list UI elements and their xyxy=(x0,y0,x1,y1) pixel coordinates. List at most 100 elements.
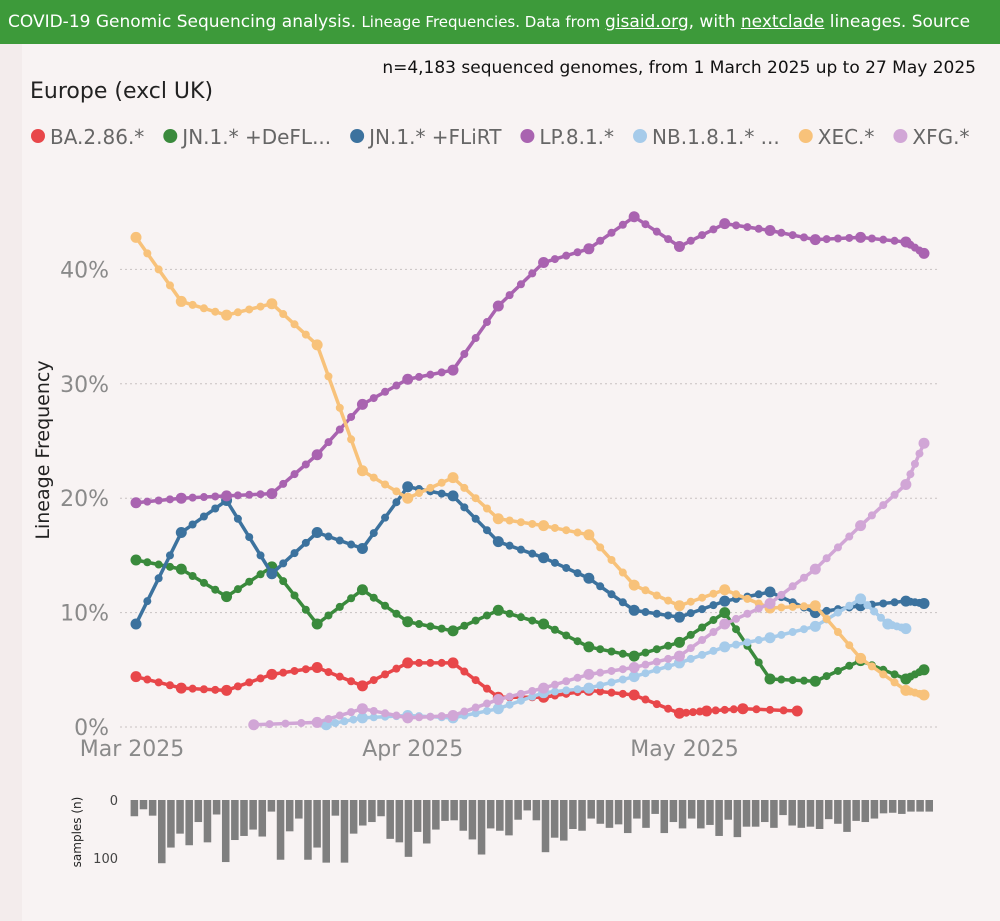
line-dot xyxy=(870,607,879,616)
legend-marker xyxy=(633,129,648,143)
sample-bar xyxy=(304,800,312,860)
line-dot xyxy=(154,678,163,687)
data-point xyxy=(673,600,685,612)
data-point xyxy=(583,572,595,584)
chart-legend: BA.2.86.* JN.1.* +DeFL... JN.1.* +FLiRT LP.… xyxy=(31,125,969,149)
line-dot xyxy=(732,614,741,623)
line-dot xyxy=(833,234,842,243)
line-dot xyxy=(618,675,627,684)
line-dot xyxy=(335,403,344,412)
line-dot xyxy=(682,708,691,717)
line-dot xyxy=(347,435,356,444)
sample-bar xyxy=(806,800,815,827)
data-point xyxy=(583,243,595,255)
line-dot xyxy=(290,470,299,479)
line-dot xyxy=(471,616,480,625)
nextclade-link[interactable]: nextclade xyxy=(740,12,825,32)
line-dot xyxy=(347,708,356,717)
sample-bar xyxy=(843,800,851,832)
line-dot xyxy=(392,381,401,390)
line-dot xyxy=(641,669,650,678)
line-dot xyxy=(415,620,424,629)
line-dot xyxy=(415,489,424,498)
line-dot xyxy=(550,523,559,532)
line-dot xyxy=(777,590,786,599)
data-point xyxy=(447,472,459,484)
line-dot xyxy=(799,573,808,582)
samples-tick-label: 100 xyxy=(93,852,118,867)
line-dot xyxy=(471,494,480,503)
data-point xyxy=(492,604,504,616)
line-dot xyxy=(460,667,469,676)
line-dot xyxy=(324,438,333,447)
line-dot xyxy=(482,684,491,693)
line-dot xyxy=(505,291,514,300)
data-point xyxy=(764,225,776,237)
line-dot xyxy=(211,504,220,513)
line-dot xyxy=(233,491,242,500)
line-dot xyxy=(233,682,242,691)
x-axis-ticks: Mar 2025 Apr 2025 May 2025 xyxy=(80,737,739,762)
line-dot xyxy=(471,676,480,685)
data-point xyxy=(130,231,142,243)
banner-with-text: , with xyxy=(688,12,741,32)
legend-marker xyxy=(163,129,178,143)
data-point xyxy=(311,339,323,351)
sample-bar xyxy=(815,800,824,829)
line-dot xyxy=(392,609,401,618)
line-dot xyxy=(199,493,208,502)
sample-bar xyxy=(139,800,148,810)
line-dot xyxy=(482,318,491,327)
data-point xyxy=(628,579,640,591)
data-point xyxy=(855,652,867,664)
line-dot xyxy=(165,681,174,690)
line-dot xyxy=(550,687,559,696)
data-point xyxy=(538,552,550,564)
y-tick-label: 40% xyxy=(60,258,109,283)
line-dot xyxy=(256,490,265,499)
data-point xyxy=(673,636,685,648)
line-dot xyxy=(822,614,831,623)
line-dot xyxy=(143,597,152,606)
sample-bar xyxy=(386,800,394,839)
line-dot xyxy=(471,703,480,712)
sample-bar xyxy=(925,800,933,812)
line-dot xyxy=(890,236,899,245)
y-tick-label: 20% xyxy=(60,487,109,512)
line-dot xyxy=(863,601,872,610)
data-point xyxy=(673,650,685,662)
sample-bar xyxy=(185,800,193,846)
data-point xyxy=(402,657,414,669)
data-point xyxy=(221,309,233,321)
data-point xyxy=(628,604,640,616)
line-dot xyxy=(516,696,525,705)
sample-bar xyxy=(560,800,568,841)
gisaid-link[interactable]: gisaid.org xyxy=(605,12,689,32)
line-dot xyxy=(562,563,571,572)
legend-item-xfg: XFG.* xyxy=(893,125,969,149)
line-dot xyxy=(652,645,661,654)
sample-bar xyxy=(523,800,531,811)
data-point xyxy=(583,641,595,653)
line-dot xyxy=(505,516,514,525)
line-dot xyxy=(562,677,571,686)
line-dot xyxy=(664,654,673,663)
line-dot xyxy=(516,518,525,527)
line-dot xyxy=(265,720,274,729)
line-dot xyxy=(279,559,288,568)
line-dot xyxy=(607,590,616,599)
line-dot xyxy=(777,675,786,684)
line-dot xyxy=(290,320,299,329)
line-dot xyxy=(426,370,435,379)
legend-item-nb-1-8-1: NB.1.8.1.* ... xyxy=(633,125,780,149)
line-dot xyxy=(743,609,752,618)
line-dot xyxy=(460,621,469,630)
sample-bar xyxy=(158,800,166,864)
data-point xyxy=(130,554,142,566)
sample-bar xyxy=(824,800,833,820)
legend-marker xyxy=(520,129,535,143)
line-dot xyxy=(664,704,673,713)
line-dot xyxy=(652,227,661,236)
line-dot xyxy=(729,705,738,714)
data-point xyxy=(356,712,368,724)
